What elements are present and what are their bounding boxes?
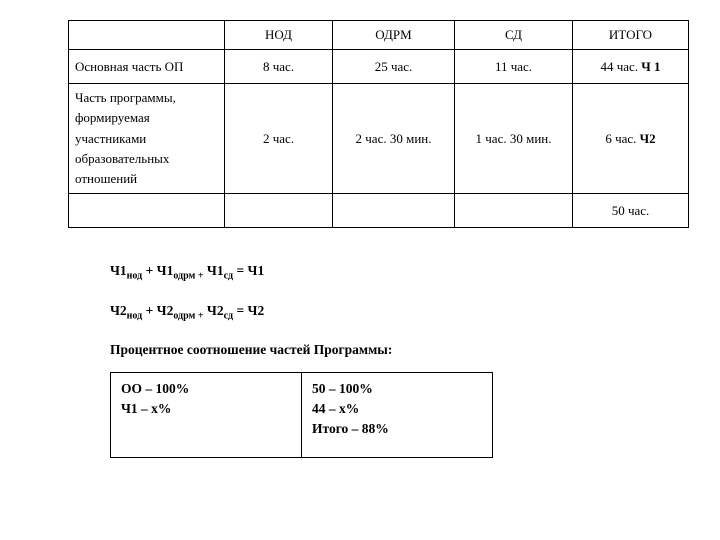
term: Ч2 <box>110 303 127 318</box>
term: Ч1 <box>110 263 127 278</box>
term-sub: сд <box>224 311 234 322</box>
header-odrm: ОДРМ <box>333 21 455 50</box>
cell: 25 час. <box>333 50 455 84</box>
term: Ч2 <box>248 303 265 318</box>
row-label <box>69 194 225 228</box>
percent-table: ОО – 100% Ч1 – х% 50 – 100% 44 – х% Итог… <box>110 372 493 459</box>
term: Ч2 <box>157 303 174 318</box>
row-label: Часть программы, формируемая участниками… <box>69 84 225 194</box>
row-label: Основная часть ОП <box>69 50 225 84</box>
table-row: 50 час. <box>69 194 689 228</box>
term-sub: одрм + <box>173 311 203 322</box>
pct-line: Итого – 88% <box>312 419 482 439</box>
cell-total: 6 час. Ч2 <box>573 84 689 194</box>
formula-block: Ч1нод + Ч1одрм + Ч1сд = Ч1 Ч2нод + Ч2одр… <box>110 262 692 323</box>
term-sub: нод <box>127 271 143 282</box>
table-row: Основная часть ОП 8 час. 25 час. 11 час.… <box>69 50 689 84</box>
header-nod: НОД <box>225 21 333 50</box>
term-sub: одрм + <box>173 271 203 282</box>
table-row: ОО – 100% Ч1 – х% 50 – 100% 44 – х% Итог… <box>111 372 493 458</box>
cell: 11 час. <box>455 50 573 84</box>
cell: 2 час. <box>225 84 333 194</box>
table-header-row: НОД ОДРМ СД ИТОГО <box>69 21 689 50</box>
pct-line: 50 – 100% <box>312 379 482 399</box>
header-total: ИТОГО <box>573 21 689 50</box>
header-blank <box>69 21 225 50</box>
total-value: 44 час. <box>600 59 641 74</box>
section-heading: Процентное соотношение частей Программы: <box>110 342 692 358</box>
term-sub: сд <box>224 271 234 282</box>
cell-total: 50 час. <box>573 194 689 228</box>
header-sd: СД <box>455 21 573 50</box>
term-sub: нод <box>127 311 143 322</box>
total-bold: Ч2 <box>640 131 656 146</box>
pct-line: Ч1 – х% <box>121 399 291 419</box>
cell <box>333 194 455 228</box>
main-table: НОД ОДРМ СД ИТОГО Основная часть ОП 8 ча… <box>68 20 689 228</box>
term: Ч2 <box>207 303 224 318</box>
pct-line: 44 – х% <box>312 399 482 419</box>
cell <box>455 194 573 228</box>
pct-line: ОО – 100% <box>121 379 291 399</box>
cell <box>225 194 333 228</box>
cell-total: 44 час. Ч 1 <box>573 50 689 84</box>
pct-left-cell: ОО – 100% Ч1 – х% <box>111 372 302 458</box>
total-value: 6 час. <box>605 131 639 146</box>
page: НОД ОДРМ СД ИТОГО Основная часть ОП 8 ча… <box>0 0 720 540</box>
cell: 1 час. 30 мин. <box>455 84 573 194</box>
term: Ч1 <box>248 263 265 278</box>
formula-1: Ч1нод + Ч1одрм + Ч1сд = Ч1 <box>110 262 692 284</box>
table-row: Часть программы, формируемая участниками… <box>69 84 689 194</box>
formula-2: Ч2нод + Ч2одрм + Ч2сд = Ч2 <box>110 302 692 324</box>
term: Ч1 <box>207 263 224 278</box>
cell: 8 час. <box>225 50 333 84</box>
total-value: 50 час. <box>612 203 650 218</box>
total-bold: Ч 1 <box>641 59 660 74</box>
pct-right-cell: 50 – 100% 44 – х% Итого – 88% <box>302 372 493 458</box>
cell: 2 час. 30 мин. <box>333 84 455 194</box>
term: Ч1 <box>157 263 174 278</box>
